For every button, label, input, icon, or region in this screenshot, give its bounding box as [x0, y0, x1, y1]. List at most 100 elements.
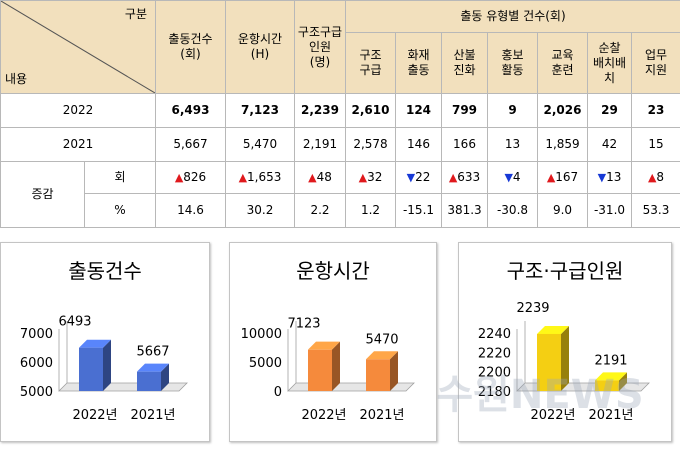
y-tick-label: 5000: [249, 356, 282, 371]
change-unit-percent: %: [84, 193, 156, 228]
increase-triangle-icon: ▲: [238, 171, 248, 184]
y-tick-label: 2180: [478, 385, 511, 400]
value-cell: 146: [395, 127, 442, 162]
increase-triangle-icon: ▲: [546, 171, 556, 184]
x-tick-label: 2022년: [301, 408, 346, 423]
change-count-cell: ▲8: [631, 161, 680, 194]
increase-triangle-icon: ▲: [358, 171, 368, 184]
chart-panel-rescue: 구조·구급인원 2180 2200 2220 2240 2239 2022년 2191 202…: [458, 242, 672, 442]
y-tick-label: 2240: [478, 327, 511, 342]
chart-floor: [516, 382, 650, 392]
year-label: 2021: [0, 127, 156, 162]
x-tick-label: 2021년: [359, 408, 404, 423]
increase-triangle-icon: ▲: [647, 171, 657, 184]
header-type-6: 업무 지원: [631, 32, 680, 94]
change-percent-cell: 381.3: [441, 193, 488, 228]
decrease-triangle-icon: ▼: [504, 171, 513, 184]
bar-top: [366, 351, 398, 360]
data-label: 6493: [58, 315, 91, 330]
stats-table: 구분 내용 출동건수 (회) 운항시간 (H) 구조구급 인원 (명) 출동 유…: [0, 0, 680, 228]
header-type-0: 구조 구급: [345, 32, 396, 94]
value-cell: 2,191: [294, 127, 346, 162]
bar-side: [561, 325, 569, 391]
value-cell: 42: [587, 127, 632, 162]
change-percent-cell: 1.2: [345, 193, 396, 228]
header-label: 화재 출동: [407, 48, 430, 77]
header-label: 홍보 활동: [501, 48, 524, 77]
value-cell: 13: [487, 127, 538, 162]
y-tick-label: 5000: [20, 385, 53, 400]
y-tick-label: 2200: [478, 366, 511, 381]
chart-floor: [58, 382, 188, 392]
corner-label-content: 내용: [5, 72, 28, 86]
change-percent-cell: -30.8: [487, 193, 538, 228]
header-type-5: 순찰 배치배 치: [587, 32, 632, 94]
bar: [79, 347, 103, 391]
dispatch-count-chart: 5000 6000 7000 6493 2022년 5667 2021년: [20, 315, 188, 423]
change-count-cell: ▲167: [537, 161, 588, 194]
x-tick-label: 2022년: [530, 408, 575, 423]
value-cell: 166: [441, 127, 488, 162]
change-value: 1,653: [247, 170, 282, 184]
header-flight-hours: 운항시간 (H): [225, 0, 295, 94]
chart-title: 출동건수: [68, 259, 142, 283]
change-value: 167: [555, 170, 579, 184]
change-count-cell: ▼13: [587, 161, 632, 194]
bar-top: [537, 325, 569, 334]
bar-side: [161, 363, 169, 391]
chart-panel-dispatch: 출동건수 5000 6000 7000 6493 2022년 5667 2021년: [0, 242, 210, 442]
header-type-4: 교육 훈련: [537, 32, 588, 94]
change-value: 48: [316, 170, 332, 184]
y-tick-label: 0: [274, 385, 282, 400]
value-cell: 2,578: [345, 127, 396, 162]
chart-title: 구조·구급인원: [506, 259, 624, 283]
decrease-triangle-icon: ▼: [406, 171, 416, 184]
row-2022: 2022 6,493 7,123 2,239 2,610 124 799 9 2,026 29 23…: [0, 93, 680, 128]
header-label: 구조구급 인원 (명): [297, 24, 343, 69]
header-label: 운항시간 (H): [237, 32, 283, 61]
increase-triangle-icon: ▲: [308, 171, 317, 184]
value-cell: 15: [631, 127, 680, 162]
value-cell: 6,493: [155, 93, 226, 128]
header-type-1: 화재 출동: [395, 32, 442, 94]
value-cell: 9: [487, 93, 538, 128]
change-value: 13: [606, 170, 622, 184]
bar-side: [332, 341, 340, 391]
bar-top: [79, 339, 111, 348]
header-rescue-persons: 구조구급 인원 (명): [294, 0, 346, 94]
x-tick-label: 2022년: [72, 408, 117, 423]
change-value: 22: [415, 170, 431, 184]
value-cell: 2,026: [537, 93, 588, 128]
rescue-persons-chart: 2180 2200 2220 2240 2239 2022년 2191 2021년: [478, 301, 650, 423]
bar-top: [308, 341, 340, 350]
flight-hours-chart: 0 5000 10000 7123 2022년 5470 2021년: [241, 317, 415, 423]
value-cell: 7,123: [225, 93, 295, 128]
value-cell: 799: [441, 93, 488, 128]
header-type-3: 홍보 활동: [487, 32, 538, 94]
chart-title: 운항시간: [296, 259, 370, 283]
decrease-triangle-icon: ▼: [597, 171, 607, 184]
header-label: 교육 훈련: [551, 48, 574, 77]
header-label: 산불 진화: [453, 48, 476, 77]
data-label: 5667: [136, 345, 169, 360]
value-cell: 5,470: [225, 127, 295, 162]
change-label: 증감: [0, 161, 85, 228]
x-tick-label: 2021년: [588, 408, 633, 423]
header-type-2: 산불 진화: [441, 32, 488, 94]
change-count-cell: ▲48: [294, 161, 346, 194]
change-unit-count: 회: [84, 161, 156, 194]
bar: [137, 371, 161, 391]
bar-top: [137, 363, 169, 372]
row-change-percent: % 14.6 30.2 2.2 1.2 -15.1 381.3 -30.8 9.0 -31.0 5…: [1, 193, 680, 228]
header-label: 출동건수 (회): [168, 32, 213, 61]
header-dispatch-by-type: 출동 유형별 건수(회): [345, 0, 680, 33]
data-label: 5470: [365, 332, 398, 347]
bar: [595, 380, 619, 391]
row-2021: 2021 5,667 5,470 2,191 2,578 146 166 13 1,859 42 1…: [0, 127, 680, 162]
bar: [366, 359, 390, 391]
y-tick-label: 6000: [20, 356, 53, 371]
year-label: 2022: [0, 93, 156, 128]
bar-top: [595, 372, 627, 381]
header-dispatch-count: 출동건수 (회): [155, 0, 226, 94]
